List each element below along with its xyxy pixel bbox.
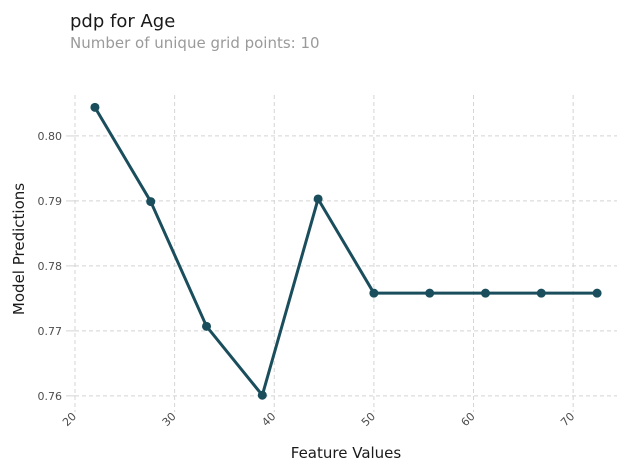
data-point bbox=[146, 197, 156, 207]
data-point bbox=[592, 288, 602, 298]
x-tick-label: 20 bbox=[60, 410, 79, 429]
data-point bbox=[536, 288, 546, 298]
data-point bbox=[480, 288, 490, 298]
data-point bbox=[90, 102, 100, 112]
data-point bbox=[369, 288, 379, 298]
y-tick-label: 0.80 bbox=[38, 130, 63, 143]
data-point bbox=[313, 194, 323, 204]
pdp-line bbox=[93, 105, 599, 397]
x-axis-label: Feature Values bbox=[290, 444, 402, 462]
y-tick-label: 0.79 bbox=[38, 195, 63, 208]
x-tick-label: 70 bbox=[558, 410, 577, 429]
x-tick-label: 50 bbox=[359, 410, 378, 429]
data-point bbox=[425, 288, 435, 298]
chart-title: pdp for Age bbox=[70, 11, 176, 32]
x-tick-label: 60 bbox=[459, 410, 478, 429]
data-point bbox=[257, 390, 267, 400]
y-tick-label: 0.78 bbox=[38, 260, 63, 273]
y-tick-label: 0.77 bbox=[38, 325, 63, 338]
x-tick-label: 40 bbox=[259, 410, 278, 429]
y-tick-label: 0.76 bbox=[38, 390, 63, 403]
x-tick-label: 30 bbox=[160, 410, 179, 429]
chart-subtitle: Number of unique grid points: 10 bbox=[70, 34, 320, 52]
data-point bbox=[202, 321, 212, 331]
